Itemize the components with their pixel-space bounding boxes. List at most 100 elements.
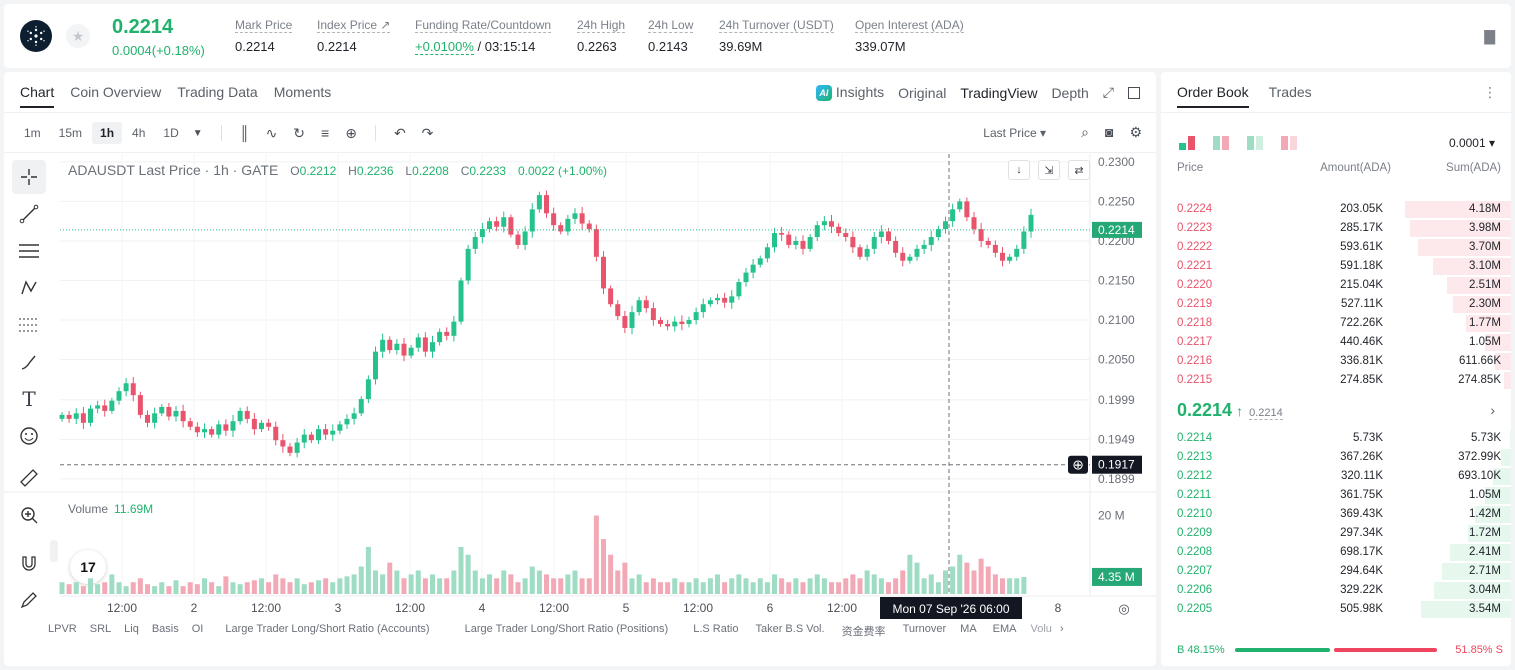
candle-body: [551, 213, 557, 226]
indicator-liq[interactable]: Liq: [124, 623, 139, 635]
stat-index-price[interactable]: Index Price ↗ 0.2214: [317, 18, 391, 54]
indicator-lt-positions[interactable]: Large Trader Long/Short Ratio (Positions…: [464, 623, 669, 635]
indicator-lpvr[interactable]: LPVR: [48, 623, 77, 635]
precision-select[interactable]: 0.0001 ▾: [1448, 136, 1495, 150]
indicator-srl[interactable]: SRL: [89, 623, 112, 635]
emoji-tool-icon[interactable]: [12, 419, 46, 453]
insights-button[interactable]: AI Insights: [815, 84, 884, 102]
indicator-volume[interactable]: Volu: [1030, 623, 1052, 635]
crosshair-tool-icon[interactable]: [12, 160, 46, 194]
indicator-basis[interactable]: Basis: [151, 623, 179, 635]
tab-order-book[interactable]: Order Book: [1177, 84, 1249, 108]
bid-row[interactable]: 0.2207 294.64K 2.71M: [1161, 562, 1511, 581]
indicator-ema[interactable]: EMA: [992, 623, 1017, 635]
volume-bar: [700, 582, 706, 594]
volume-bar: [287, 582, 293, 594]
indicators-icon[interactable]: ∿: [265, 124, 278, 141]
indicator-ls-ratio[interactable]: L.S Ratio: [693, 623, 739, 635]
mode-asks-icon[interactable]: [1281, 136, 1297, 150]
interval-dropdown-icon[interactable]: ▼: [192, 127, 203, 139]
chevron-right-icon[interactable]: ›: [1490, 402, 1495, 418]
bid-row[interactable]: 0.2214 5.73K 5.73K: [1161, 429, 1511, 448]
price-source-select[interactable]: Last Price ▾: [983, 126, 1046, 140]
pencil-lock-icon[interactable]: [12, 583, 46, 617]
indicator-funding[interactable]: 资金费率: [841, 626, 886, 638]
favorite-star-icon[interactable]: ★: [66, 24, 90, 48]
horizontal-lines-tool-icon[interactable]: [12, 234, 46, 268]
tab-trades[interactable]: Trades: [1268, 84, 1312, 100]
tab-tradingview[interactable]: TradingView: [960, 84, 1038, 101]
ask-row[interactable]: 0.2224 203.05K 4.18M: [1161, 200, 1511, 219]
indicator-oi[interactable]: OI: [191, 623, 204, 635]
refresh-icon[interactable]: ↻: [293, 124, 306, 141]
chevron-right-icon[interactable]: ›: [1059, 623, 1064, 635]
funding-rate-value[interactable]: +0.0100%: [415, 39, 474, 55]
trend-line-tool-icon[interactable]: [12, 197, 46, 231]
ask-row[interactable]: 0.2216 336.81K 611.66K: [1161, 352, 1511, 371]
ruler-tool-icon[interactable]: [12, 461, 46, 495]
stat-mark-price[interactable]: Mark Price 0.2214: [235, 18, 293, 54]
indicator-lt-accounts[interactable]: Large Trader Long/Short Ratio (Accounts): [225, 623, 430, 635]
collapse-icon[interactable]: ⇲: [1038, 160, 1060, 180]
gear-icon[interactable]: ⚙: [1129, 124, 1142, 140]
candle-body: [971, 217, 977, 230]
mode-split-icon[interactable]: [1213, 136, 1229, 150]
book-icon[interactable]: ▇: [1484, 28, 1495, 44]
mode-both-icon[interactable]: [1179, 136, 1195, 150]
undo-icon[interactable]: ↶: [393, 124, 406, 141]
brush-tool-icon[interactable]: [12, 345, 46, 379]
search-icon[interactable]: ⌕: [1081, 124, 1089, 140]
more-menu-icon[interactable]: ⋮: [1483, 84, 1497, 100]
ask-row[interactable]: 0.2218 722.26K 1.77M: [1161, 314, 1511, 333]
ask-row[interactable]: 0.2220 215.04K 2.51M: [1161, 276, 1511, 295]
bid-row[interactable]: 0.2208 698.17K 2.41M: [1161, 543, 1511, 562]
interval-4h[interactable]: 4h: [132, 126, 146, 140]
text-tool-icon[interactable]: T: [22, 387, 36, 411]
bid-row[interactable]: 0.2213 367.26K 372.99K: [1161, 448, 1511, 467]
tab-trading-data[interactable]: Trading Data: [177, 84, 258, 100]
interval-1m[interactable]: 1m: [24, 126, 41, 140]
ask-row[interactable]: 0.2217 440.46K 1.05M: [1161, 333, 1511, 352]
tab-coin-overview[interactable]: Coin Overview: [70, 84, 162, 100]
tab-moments[interactable]: Moments: [273, 84, 332, 100]
bid-row[interactable]: 0.2205 505.98K 3.54M: [1161, 600, 1511, 619]
volume-bar: [209, 582, 215, 594]
zoom-in-icon[interactable]: [12, 498, 46, 532]
ask-row[interactable]: 0.2215 274.85K 274.85K: [1161, 371, 1511, 390]
pattern-tool-icon[interactable]: [12, 271, 46, 305]
bid-row[interactable]: 0.2212 320.11K 693.10K: [1161, 467, 1511, 486]
bid-amount: 698.17K: [1340, 546, 1383, 558]
indicator-ma[interactable]: MA: [960, 623, 977, 635]
ask-row[interactable]: 0.2222 593.61K 3.70M: [1161, 238, 1511, 257]
swap-icon[interactable]: ⇄: [1068, 160, 1090, 180]
bid-row[interactable]: 0.2211 361.75K 1.05M: [1161, 486, 1511, 505]
bid-row[interactable]: 0.2209 297.34K 1.72M: [1161, 524, 1511, 543]
mode-bids-icon[interactable]: [1247, 136, 1263, 150]
stat-funding-rate[interactable]: Funding Rate/Countdown +0.0100% / 03:15:…: [415, 18, 552, 55]
ask-row[interactable]: 0.2223 285.17K 3.98M: [1161, 219, 1511, 238]
indicator-taker-vol[interactable]: Taker B.S Vol.: [755, 623, 825, 635]
ask-row[interactable]: 0.2221 591.18K 3.10M: [1161, 257, 1511, 276]
candle-body: [1007, 256, 1013, 261]
interval-1h[interactable]: 1h: [92, 122, 123, 144]
add-indicator-icon[interactable]: ⊕: [345, 124, 357, 141]
bid-row[interactable]: 0.2206 329.22K 3.04M: [1161, 581, 1511, 600]
indicator-turnover[interactable]: Turnover: [902, 623, 947, 635]
magnet-icon[interactable]: [12, 546, 46, 580]
interval-15m[interactable]: 15m: [58, 126, 83, 140]
fib-tool-icon[interactable]: [12, 308, 46, 342]
candlestick-chart[interactable]: 0.23000.22500.22000.21500.21000.20500.19…: [4, 72, 1156, 666]
window-icon[interactable]: [1128, 86, 1140, 99]
interval-1d[interactable]: 1D: [163, 126, 179, 140]
arrow-down-icon[interactable]: ↓: [1008, 160, 1030, 180]
candle-type-icon[interactable]: ║: [239, 125, 250, 141]
tab-original[interactable]: Original: [898, 84, 947, 101]
ask-row[interactable]: 0.2219 527.11K 2.30M: [1161, 295, 1511, 314]
redo-icon[interactable]: ↷: [421, 124, 434, 141]
tab-depth[interactable]: Depth: [1051, 84, 1089, 101]
tab-chart[interactable]: Chart: [20, 84, 55, 108]
expand-icon[interactable]: ⤢: [1102, 84, 1114, 101]
templates-icon[interactable]: ≡: [321, 125, 330, 141]
camera-icon[interactable]: ◙: [1104, 124, 1114, 140]
bid-row[interactable]: 0.2210 369.43K 1.42M: [1161, 505, 1511, 524]
